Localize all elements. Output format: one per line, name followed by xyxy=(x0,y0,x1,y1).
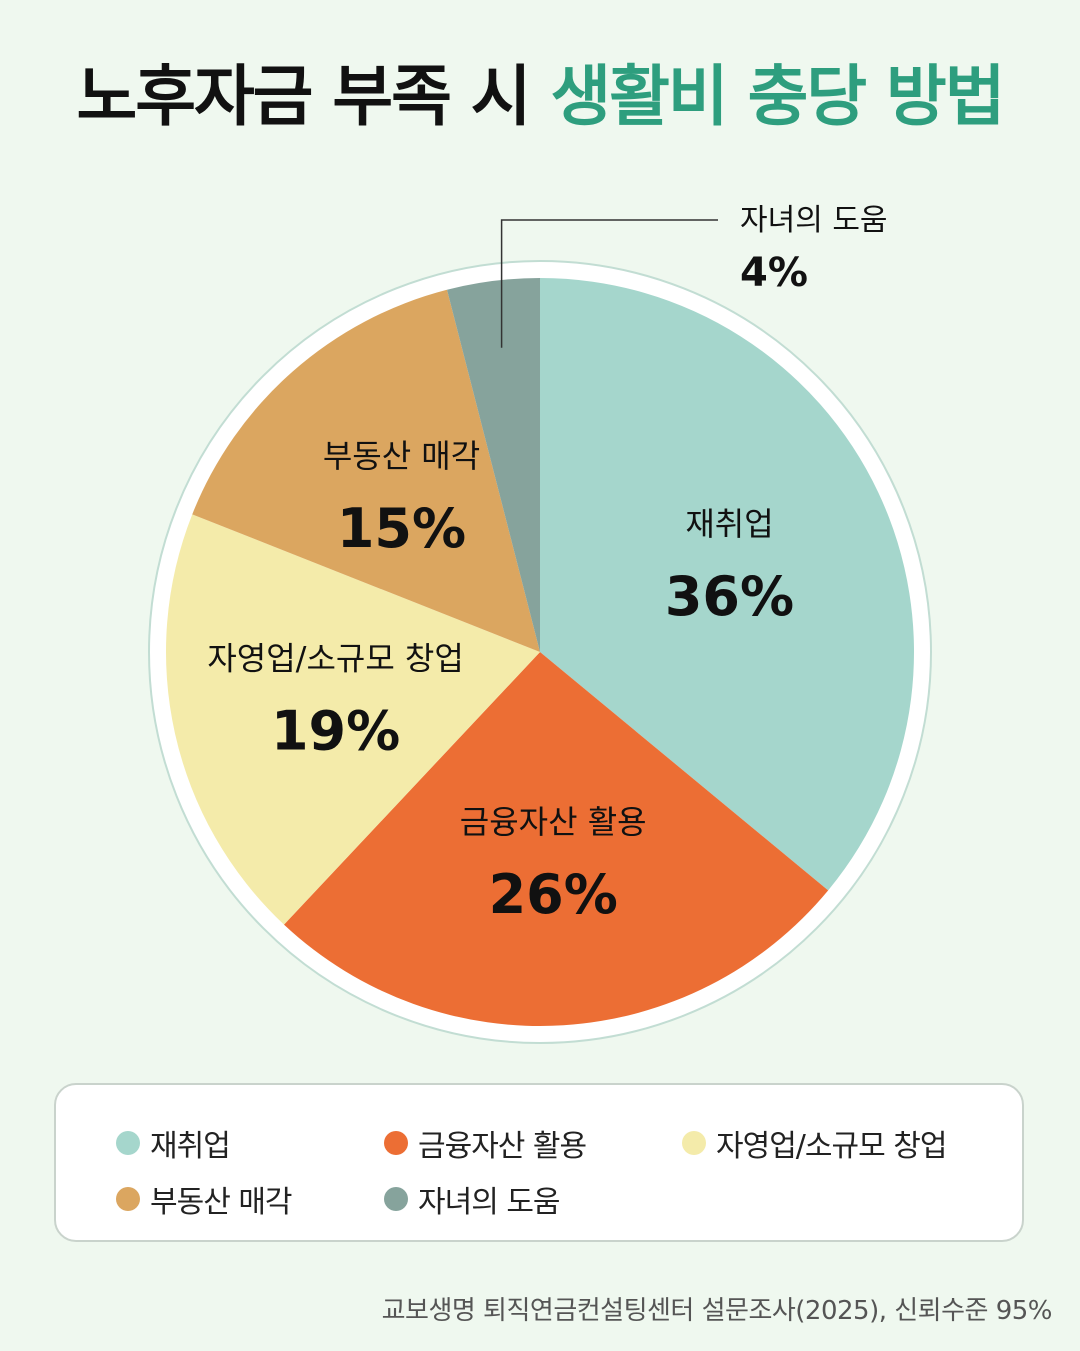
pie-slice xyxy=(540,278,915,891)
legend-label: 자녀의 도움 xyxy=(418,1185,561,1220)
legend-swatch xyxy=(384,1131,408,1155)
chart-title-part1: 노후자금 부족 시 xyxy=(76,58,532,135)
slice-value-label: 36% xyxy=(665,565,794,628)
pie-slice xyxy=(165,514,540,925)
slice-value-label: 19% xyxy=(271,700,400,763)
legend-item: 부동산 매각 xyxy=(116,1177,293,1221)
slice-category-label: 부동산 매각 xyxy=(323,437,480,475)
slice-value-label: 26% xyxy=(489,863,618,926)
pie-slice xyxy=(446,278,540,652)
legend-label: 자영업/소규모 창업 xyxy=(716,1129,947,1164)
legend-label: 금융자산 활용 xyxy=(418,1129,587,1164)
chart-title: 노후자금 부족 시 생활비 충당 방법 xyxy=(0,52,1080,142)
legend-item: 자영업/소규모 창업 xyxy=(682,1121,947,1165)
slice-value-label: 15% xyxy=(337,497,466,560)
callout-value-label: 4% xyxy=(740,250,808,296)
slice-category-label: 자영업/소규모 창업 xyxy=(207,640,463,678)
legend-swatch xyxy=(116,1131,140,1155)
pie-chart: 재취업 36% 금융자산 활용 26% 자영업/소규모 창업 19% 부동산 매각 15% 자녀… xyxy=(148,203,932,1044)
callout-category-label: 자녀의 도움 xyxy=(740,203,888,238)
chart-title-part2: 생활비 충당 방법 xyxy=(550,58,1005,135)
legend-item: 자녀의 도움 xyxy=(384,1177,561,1221)
legend-label: 재취업 xyxy=(150,1129,231,1164)
legend-item: 재취업 xyxy=(116,1121,231,1165)
slice-category-label: 재취업 xyxy=(685,505,773,543)
legend-swatch xyxy=(116,1187,140,1211)
source-note: 교보생명 퇴직연금컨설팅센터 설문조사(2025), 신뢰수준 95% xyxy=(381,1296,1053,1326)
legend-item: 금융자산 활용 xyxy=(384,1121,587,1165)
callout-line xyxy=(500,219,718,348)
legend: 재취업 금융자산 활용 자영업/소규모 창업 부동산 매각 자녀의 도움 xyxy=(54,1083,1024,1242)
legend-swatch xyxy=(384,1187,408,1211)
slice-category-label: 금융자산 활용 xyxy=(460,803,647,841)
legend-swatch xyxy=(682,1131,706,1155)
pie-slice xyxy=(283,652,829,1026)
legend-label: 부동산 매각 xyxy=(150,1185,293,1220)
pie-slice xyxy=(192,289,540,652)
